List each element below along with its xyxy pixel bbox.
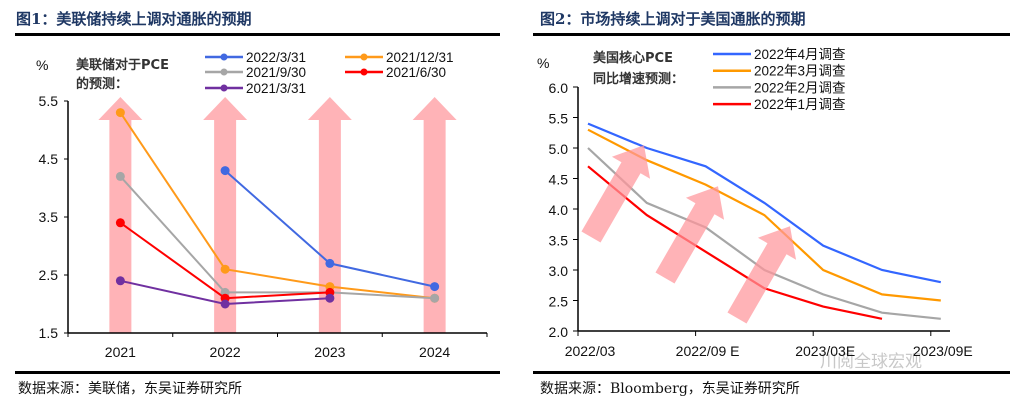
watermark: 川阅全球宏观	[820, 352, 922, 372]
chart2-unit-label: %	[537, 55, 549, 71]
chart1-data-point	[325, 258, 335, 268]
chart1-data-point	[430, 282, 440, 292]
legend-marker	[220, 84, 228, 92]
chart1-series-line	[119, 175, 435, 300]
diagonal-up-arrow-icon	[581, 145, 651, 243]
legend-label: 2022年4月调查	[754, 47, 846, 62]
chart1-data-point	[430, 293, 440, 303]
chart1-x-tick-label: 2021	[105, 344, 136, 360]
chart1-data-point	[220, 299, 230, 309]
chart1-series-line	[119, 112, 435, 300]
chart2-legend-title-1: 美国核心PCE	[593, 50, 673, 66]
up-arrow-icon	[412, 97, 457, 333]
chart2-series-line-2022年4月调查	[587, 122, 942, 284]
chart1-series-2022/3/31	[220, 166, 440, 292]
figure2-top-rule	[533, 33, 1010, 36]
legend-label: 2022年2月调查	[754, 80, 846, 95]
chart1-data-point	[220, 264, 230, 274]
chart1-y-tick-label: 3.5	[39, 209, 59, 225]
chart1-x-tick-label: 2023	[314, 344, 345, 360]
chart2-axes: 6.0 5.5 5.0 4.5 4.0 3.5 3.0 2.5 2.0 2022/03 2022/0…	[549, 80, 973, 359]
legend-label: 2021/12/31	[386, 50, 454, 65]
figure1-title: 图1：美联储持续上调对通胀的预期	[16, 10, 251, 28]
chart2-arrows	[581, 145, 797, 324]
chart2-y-tick-label: 3.5	[549, 233, 569, 249]
chart1-series	[115, 108, 440, 309]
chart1-axes: 5.5 4.5 3.5 2.5 1.5 2021 2022 2023 2024	[39, 93, 488, 360]
chart2-y-tick-label: 6.0	[549, 80, 569, 96]
chart1-y-tick-label: 4.5	[39, 151, 59, 167]
legend-label: 2022年3月调查	[754, 64, 846, 79]
chart2-series-line-2022年3月调查	[587, 128, 941, 302]
legend-label: 2022年1月调查	[754, 97, 846, 112]
chart1-legend-title-2: 的预测：	[76, 76, 128, 92]
figure1-bottom-rule	[15, 371, 500, 374]
chart2-y-tick-label: 2.5	[549, 294, 569, 310]
chart1-y-tick-label: 2.5	[39, 267, 59, 283]
legend-marker	[220, 53, 228, 61]
chart2-x-tick-label: 2023/09E	[913, 343, 973, 359]
chart1-series-2021/9/30	[115, 171, 440, 303]
chart2-x-tick-label: 2022/09 E	[676, 343, 740, 359]
figure2-title: 图2：市场持续上调对于美国通胀的预期	[540, 10, 805, 28]
legend-label: 2021/9/30	[246, 65, 306, 80]
chart2-y-tick-label: 5.0	[549, 141, 569, 157]
up-arrow-icon	[98, 97, 143, 333]
chart1-data-point	[115, 171, 125, 181]
up-arrow-icon	[203, 97, 248, 333]
chart1-data-point	[220, 166, 230, 176]
arrow-shape	[727, 226, 797, 324]
chart2-y-tick-label: 4.5	[549, 172, 569, 188]
chart2-x-tick-label: 2022/03	[565, 343, 616, 359]
chart2-legend-title-2: 同比增速预测：	[593, 71, 684, 87]
legend-marker	[220, 68, 228, 76]
legend-label: 2021/6/30	[386, 65, 446, 80]
chart2-y-tick-label: 3.0	[549, 263, 569, 279]
legend-marker	[360, 53, 368, 61]
chart1-data-point	[115, 218, 125, 228]
legend-label: 2021/3/31	[246, 81, 306, 96]
chart1-x-tick-label: 2022	[210, 344, 241, 360]
chart2-x-tick-label: 2023/03E	[795, 343, 855, 359]
diagonal-up-arrow-icon	[727, 226, 797, 324]
arrow-shape	[581, 145, 651, 243]
chart2: 6.0 5.5 5.0 4.5 4.0 3.5 3.0 2.5 2.0 2022/03 2022/0…	[537, 47, 973, 359]
chart2-y-tick-label: 4.0	[549, 202, 569, 218]
figure2-bottom-rule	[533, 371, 1010, 374]
up-arrow-icon	[307, 97, 352, 333]
chart2-series-line-2022年2月调查	[587, 147, 941, 320]
legend-marker	[360, 68, 368, 76]
figure1-source: 数据来源：美联储，东吴证券研究所	[18, 381, 242, 397]
chart1-data-point	[115, 276, 125, 286]
chart1-x-tick-label: 2024	[419, 344, 450, 360]
chart2-series-line-2022年1月调查	[587, 165, 883, 320]
chart2-y-tick-label: 2.0	[549, 324, 569, 340]
chart1-legend-title-1: 美联储对于PCE	[76, 57, 169, 73]
chart1-series-2021/3/31	[115, 276, 335, 309]
diagonal-up-arrow-icon	[655, 186, 725, 284]
figure2-source: 数据来源：Bloomberg，东吴证券研究所	[540, 381, 800, 397]
chart2-y-tick-label: 5.5	[549, 111, 569, 127]
chart1-y-tick-label: 5.5	[39, 93, 59, 109]
chart1-y-tick-label: 1.5	[39, 325, 59, 341]
arrow-shape	[655, 186, 725, 284]
chart1-data-point	[325, 293, 335, 303]
legend-label: 2022/3/31	[246, 50, 306, 65]
chart1-data-point	[115, 108, 125, 118]
chart1-series-2021/12/31	[115, 108, 440, 303]
chart1-legend: 2022/3/31 2021/12/31 2021/9/30 2021/6/30 202…	[205, 50, 454, 96]
figure1-top-rule	[15, 33, 500, 36]
chart1: 5.5 4.5 3.5 2.5 1.5 2021 2022 2023 2024 % 美联储对于P…	[36, 50, 488, 360]
chart1-arrows	[98, 97, 457, 333]
chart1-unit-label: %	[36, 57, 48, 73]
